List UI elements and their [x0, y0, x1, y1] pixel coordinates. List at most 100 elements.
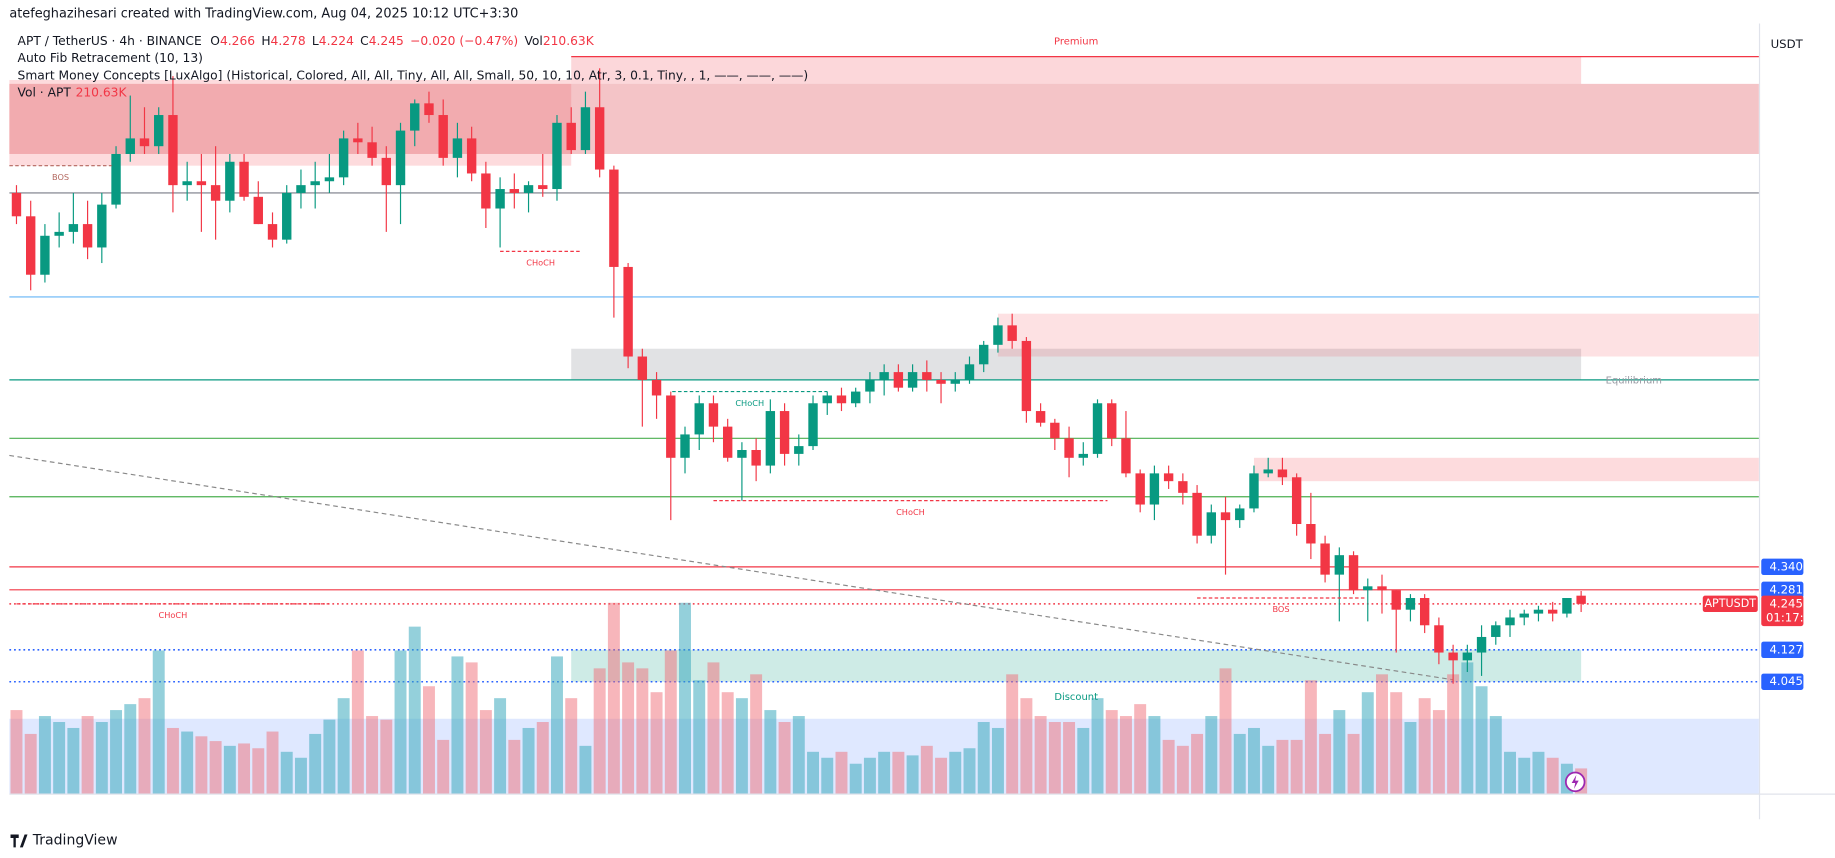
candle-body [836, 395, 847, 404]
volume-bar [536, 722, 549, 794]
candle-body [979, 344, 989, 365]
volume-bar [1447, 674, 1460, 794]
candle-body [324, 177, 335, 182]
candle-body [1533, 609, 1544, 614]
price-label-box [1761, 673, 1804, 690]
alert-icon[interactable] [1564, 771, 1586, 793]
volume-bar [664, 650, 677, 794]
candle-body [1206, 512, 1216, 536]
volume-bar [1304, 680, 1317, 794]
symbol-label: APTUSDT [1704, 597, 1756, 610]
volume-bar [124, 704, 137, 794]
volume-bar [650, 692, 663, 794]
structure-label: BOS [1272, 604, 1289, 614]
candle-body [182, 181, 192, 186]
volume-bar [24, 733, 37, 794]
zone [571, 348, 1582, 380]
currency: USDT [1771, 37, 1804, 51]
zone [997, 313, 1759, 357]
volume-bar [1205, 716, 1218, 794]
volume-bar [1333, 710, 1346, 794]
candle-body [111, 153, 121, 205]
logo-icon [10, 834, 28, 848]
volume-bar [1134, 704, 1147, 794]
candle-body [168, 115, 178, 186]
volume-bar [1475, 686, 1488, 794]
symbol-box [1702, 595, 1758, 613]
candle-body [1107, 403, 1117, 439]
candle-body [1448, 652, 1458, 661]
candle-body [1434, 625, 1444, 653]
volume-bar [1404, 722, 1417, 794]
vol-label: Vol [524, 34, 542, 48]
volume-bar [1105, 710, 1118, 794]
volume-bar [323, 719, 336, 794]
candle-body [97, 204, 107, 248]
volume-bar [593, 668, 606, 794]
volume-bar [991, 727, 1004, 794]
volume-bar [195, 736, 208, 794]
change: −0.020 (−0.47%) [410, 34, 518, 48]
candle-body [865, 379, 875, 392]
legend-main: APT / TetherUS · 4h · BINANCE O4.266 H4.… [18, 34, 595, 48]
candle-body [1462, 652, 1473, 661]
volume-bar [280, 751, 293, 794]
volume-bar [579, 745, 592, 794]
volume-bar [1361, 692, 1374, 794]
c-label: C [360, 34, 369, 48]
structure-label: CHoCH [896, 507, 925, 517]
zone [9, 83, 1759, 154]
candle-body [1249, 473, 1259, 509]
indicator: Smart Money Concepts [LuxAlgo] (Historic… [18, 69, 809, 83]
volume-bar [1162, 739, 1175, 794]
volume-bar [1248, 727, 1260, 794]
volume-bar [337, 698, 350, 794]
candle-body [1078, 453, 1088, 458]
candle-body [993, 325, 1003, 345]
volume-bar [551, 656, 563, 794]
candle-body [424, 103, 434, 116]
volume-bar [821, 757, 834, 794]
volume-bar [223, 745, 236, 794]
volume-bar [380, 719, 393, 794]
h-label: H [261, 34, 270, 48]
candle-body [267, 224, 278, 240]
candle-body [538, 185, 548, 190]
candle-body [1334, 555, 1345, 575]
structure-label: BOS [52, 172, 69, 182]
candle-body [1291, 477, 1302, 525]
candle-body [1021, 340, 1032, 412]
candle-body [239, 161, 249, 197]
volume-bar [920, 745, 933, 794]
h-value: 4.278 [271, 34, 306, 48]
volume-bar [1148, 716, 1161, 794]
candle-body [1576, 595, 1586, 604]
candle-body [154, 115, 164, 147]
volume-bar [636, 668, 649, 794]
candle-body [708, 403, 719, 427]
volume-bar [181, 731, 194, 794]
candle-body [1391, 590, 1401, 610]
candle-body [1505, 617, 1515, 626]
candle-body [594, 107, 605, 170]
volume-bar [1077, 727, 1090, 794]
symbol: APT / TetherUS · 4h · BINANCE [18, 34, 202, 48]
volume-bar [1276, 739, 1289, 794]
candle-body [1263, 469, 1273, 474]
candle-body [580, 107, 591, 151]
volume-bar [565, 698, 578, 794]
candle-body [1121, 438, 1131, 474]
price-label-box [1761, 581, 1804, 599]
volume-bar [394, 650, 407, 794]
candle-body [481, 173, 491, 209]
zone-label: Premium [1054, 36, 1098, 47]
volume-bar [1390, 692, 1403, 794]
candle-body [1476, 636, 1487, 653]
indicator: Auto Fib Retracement (10, 13) [18, 51, 203, 65]
volume-bar [1319, 733, 1332, 794]
alert-bolt [1571, 774, 1579, 789]
volume-bar [494, 698, 507, 794]
zone [9, 79, 572, 166]
candle-body [651, 379, 662, 396]
